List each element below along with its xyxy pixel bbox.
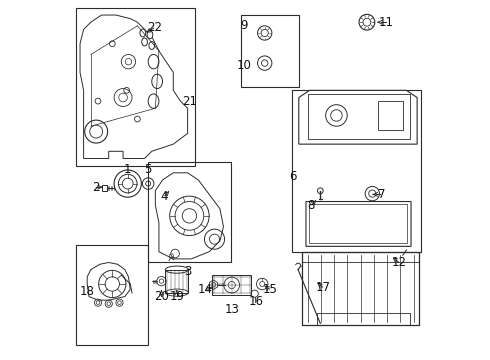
Bar [242, 15, 299, 87]
Text: 11: 11 [379, 16, 394, 29]
Bar [101, 185, 107, 191]
Ellipse shape [140, 29, 146, 37]
Bar [302, 252, 419, 325]
Text: 5: 5 [145, 163, 152, 176]
Text: 6: 6 [289, 170, 296, 183]
Text: 12: 12 [392, 256, 407, 269]
Text: 9: 9 [240, 19, 247, 32]
Text: 8: 8 [308, 199, 315, 212]
Bar [148, 162, 231, 262]
Text: 20: 20 [154, 290, 169, 303]
Text: 22: 22 [147, 21, 162, 34]
Text: 3: 3 [184, 265, 191, 278]
Text: 19: 19 [170, 290, 184, 303]
Text: 7: 7 [377, 188, 385, 201]
Polygon shape [299, 90, 417, 144]
Bar [76, 8, 195, 166]
Text: 21: 21 [182, 95, 197, 108]
Text: 15: 15 [263, 283, 277, 296]
Bar [212, 275, 251, 295]
Text: 13: 13 [224, 303, 239, 316]
Text: 16: 16 [248, 296, 263, 309]
Text: 10: 10 [237, 59, 251, 72]
Bar [166, 270, 188, 293]
Bar [378, 101, 403, 130]
Text: 17: 17 [316, 281, 331, 294]
Text: 18: 18 [80, 285, 95, 298]
Text: 14: 14 [198, 283, 213, 296]
Bar [76, 244, 148, 345]
Ellipse shape [147, 31, 153, 39]
Ellipse shape [142, 38, 147, 46]
Bar [308, 94, 410, 139]
Ellipse shape [149, 41, 155, 49]
Text: 2: 2 [92, 181, 99, 194]
Text: 1: 1 [124, 163, 131, 176]
Bar [317, 313, 410, 325]
Text: 4: 4 [161, 190, 168, 203]
Bar [292, 90, 421, 252]
